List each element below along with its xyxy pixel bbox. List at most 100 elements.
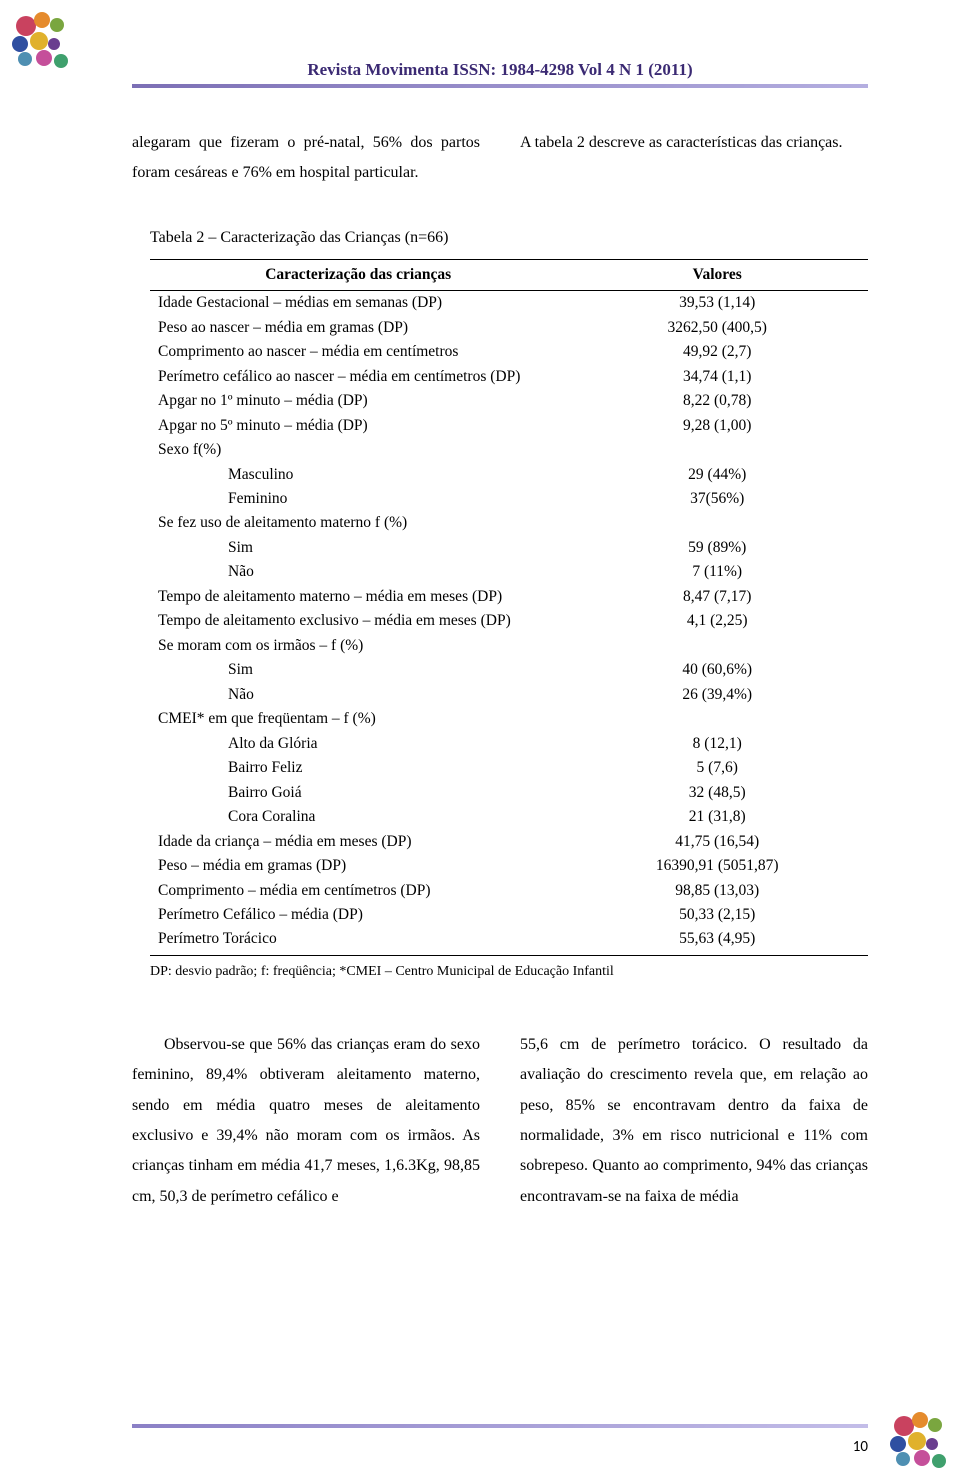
table-row: Não26 (39,4%)	[150, 683, 868, 707]
table-row: Feminino37(56%)	[150, 487, 868, 511]
row-value: 26 (39,4%)	[566, 683, 868, 707]
col-header-caracterizacao: Caracterização das crianças	[150, 259, 566, 290]
row-value: 21 (31,8)	[566, 805, 868, 829]
corner-dots-top	[10, 10, 72, 72]
body-paragraphs: Observou-se que 56% das crianças eram do…	[132, 1030, 868, 1212]
row-value: 59 (89%)	[566, 536, 868, 560]
decor-dot	[896, 1452, 910, 1466]
row-value: 98,85 (13,03)	[566, 879, 868, 903]
table-row: Alto da Glória8 (12,1)	[150, 732, 868, 756]
decor-dot	[928, 1418, 942, 1432]
row-value: 3262,50 (400,5)	[566, 316, 868, 340]
row-value: 7 (11%)	[566, 560, 868, 584]
table-row: Se fez uso de aleitamento materno f (%)	[150, 511, 868, 535]
row-value: 50,33 (2,15)	[566, 903, 868, 927]
row-value: 32 (48,5)	[566, 781, 868, 805]
row-value: 8,22 (0,78)	[566, 389, 868, 413]
row-value	[566, 438, 868, 462]
table-row: Masculino29 (44%)	[150, 463, 868, 487]
table-footnote: DP: desvio padrão; f: freqüência; *CMEI …	[150, 964, 868, 980]
body-left-text: Observou-se que 56% das crianças eram do…	[132, 1030, 480, 1212]
row-value: 55,63 (4,95)	[566, 927, 868, 955]
characterization-table: Caracterização das crianças Valores Idad…	[150, 259, 868, 956]
decor-dot	[12, 36, 28, 52]
table-row: Sim59 (89%)	[150, 536, 868, 560]
row-label: Sim	[150, 658, 566, 682]
row-label: Se moram com os irmãos – f (%)	[150, 634, 566, 658]
decor-dot	[34, 12, 50, 28]
row-label: Feminino	[150, 487, 566, 511]
row-value: 5 (7,6)	[566, 756, 868, 780]
decor-dot	[50, 18, 64, 32]
page-number: 10	[853, 1438, 868, 1456]
row-value: 16390,91 (5051,87)	[566, 854, 868, 878]
row-value: 41,75 (16,54)	[566, 830, 868, 854]
decor-dot	[18, 52, 32, 66]
row-value: 8 (12,1)	[566, 732, 868, 756]
col-header-valores: Valores	[566, 259, 868, 290]
footer-underline	[132, 1424, 868, 1428]
row-label: Cora Coralina	[150, 805, 566, 829]
row-value: 9,28 (1,00)	[566, 414, 868, 438]
row-value: 49,92 (2,7)	[566, 340, 868, 364]
table-row: CMEI* em que freqüentam – f (%)	[150, 707, 868, 731]
row-value: 29 (44%)	[566, 463, 868, 487]
row-label: Não	[150, 560, 566, 584]
table-row: Apgar no 5º minuto – média (DP)9,28 (1,0…	[150, 414, 868, 438]
row-label: Peso ao nascer – média em gramas (DP)	[150, 316, 566, 340]
body-left: Observou-se que 56% das crianças eram do…	[132, 1030, 480, 1212]
intro-paragraphs: alegaram que fizeram o pré-natal, 56% do…	[132, 128, 868, 189]
table-row: Sexo f(%)	[150, 438, 868, 462]
table-row: Comprimento – média em centímetros (DP)9…	[150, 879, 868, 903]
table-row: Bairro Feliz5 (7,6)	[150, 756, 868, 780]
row-label: Perímetro cefálico ao nascer – média em …	[150, 365, 566, 389]
intro-left: alegaram que fizeram o pré-natal, 56% do…	[132, 128, 480, 189]
row-label: Masculino	[150, 463, 566, 487]
table-row: Bairro Goiá32 (48,5)	[150, 781, 868, 805]
row-label: Idade da criança – média em meses (DP)	[150, 830, 566, 854]
table-row: Não7 (11%)	[150, 560, 868, 584]
row-label: Bairro Goiá	[150, 781, 566, 805]
row-value	[566, 707, 868, 731]
table-row: Peso – média em gramas (DP)16390,91 (505…	[150, 854, 868, 878]
decor-dot	[908, 1432, 926, 1450]
corner-dots-bottom	[888, 1410, 950, 1472]
table-row: Se moram com os irmãos – f (%)	[150, 634, 868, 658]
row-label: Perímetro Torácico	[150, 927, 566, 955]
decor-dot	[932, 1454, 946, 1468]
row-label: Idade Gestacional – médias em semanas (D…	[150, 291, 566, 316]
row-label: Tempo de aleitamento exclusivo – média e…	[150, 609, 566, 633]
table-row: Perímetro cefálico ao nascer – média em …	[150, 365, 868, 389]
row-label: Apgar no 1º minuto – média (DP)	[150, 389, 566, 413]
decor-dot	[48, 38, 60, 50]
body-right: 55,6 cm de perímetro torácico. O resulta…	[520, 1030, 868, 1212]
row-label: Peso – média em gramas (DP)	[150, 854, 566, 878]
row-label: Apgar no 5º minuto – média (DP)	[150, 414, 566, 438]
row-label: Comprimento ao nascer – média em centíme…	[150, 340, 566, 364]
decor-dot	[914, 1450, 930, 1466]
table-row: Sim40 (60,6%)	[150, 658, 868, 682]
row-value: 4,1 (2,25)	[566, 609, 868, 633]
table-row: Cora Coralina21 (31,8)	[150, 805, 868, 829]
table-row: Apgar no 1º minuto – média (DP)8,22 (0,7…	[150, 389, 868, 413]
decor-dot	[926, 1438, 938, 1450]
intro-right: A tabela 2 descreve as características d…	[520, 128, 868, 189]
row-value: 8,47 (7,17)	[566, 585, 868, 609]
row-label: Bairro Feliz	[150, 756, 566, 780]
decor-dot	[912, 1412, 928, 1428]
row-value: 39,53 (1,14)	[566, 291, 868, 316]
table-row: Peso ao nascer – média em gramas (DP)326…	[150, 316, 868, 340]
table-row: Perímetro Torácico55,63 (4,95)	[150, 927, 868, 955]
row-label: Alto da Glória	[150, 732, 566, 756]
row-value	[566, 634, 868, 658]
table-caption: Tabela 2 – Caracterização das Crianças (…	[150, 229, 868, 247]
row-label: Perímetro Cefálico – média (DP)	[150, 903, 566, 927]
row-value: 37(56%)	[566, 487, 868, 511]
decor-dot	[36, 50, 52, 66]
row-label: Sexo f(%)	[150, 438, 566, 462]
journal-header: Revista Movimenta ISSN: 1984-4298 Vol 4 …	[132, 60, 868, 80]
table-row: Tempo de aleitamento exclusivo – média e…	[150, 609, 868, 633]
row-label: Não	[150, 683, 566, 707]
table-row: Perímetro Cefálico – média (DP)50,33 (2,…	[150, 903, 868, 927]
row-value: 34,74 (1,1)	[566, 365, 868, 389]
